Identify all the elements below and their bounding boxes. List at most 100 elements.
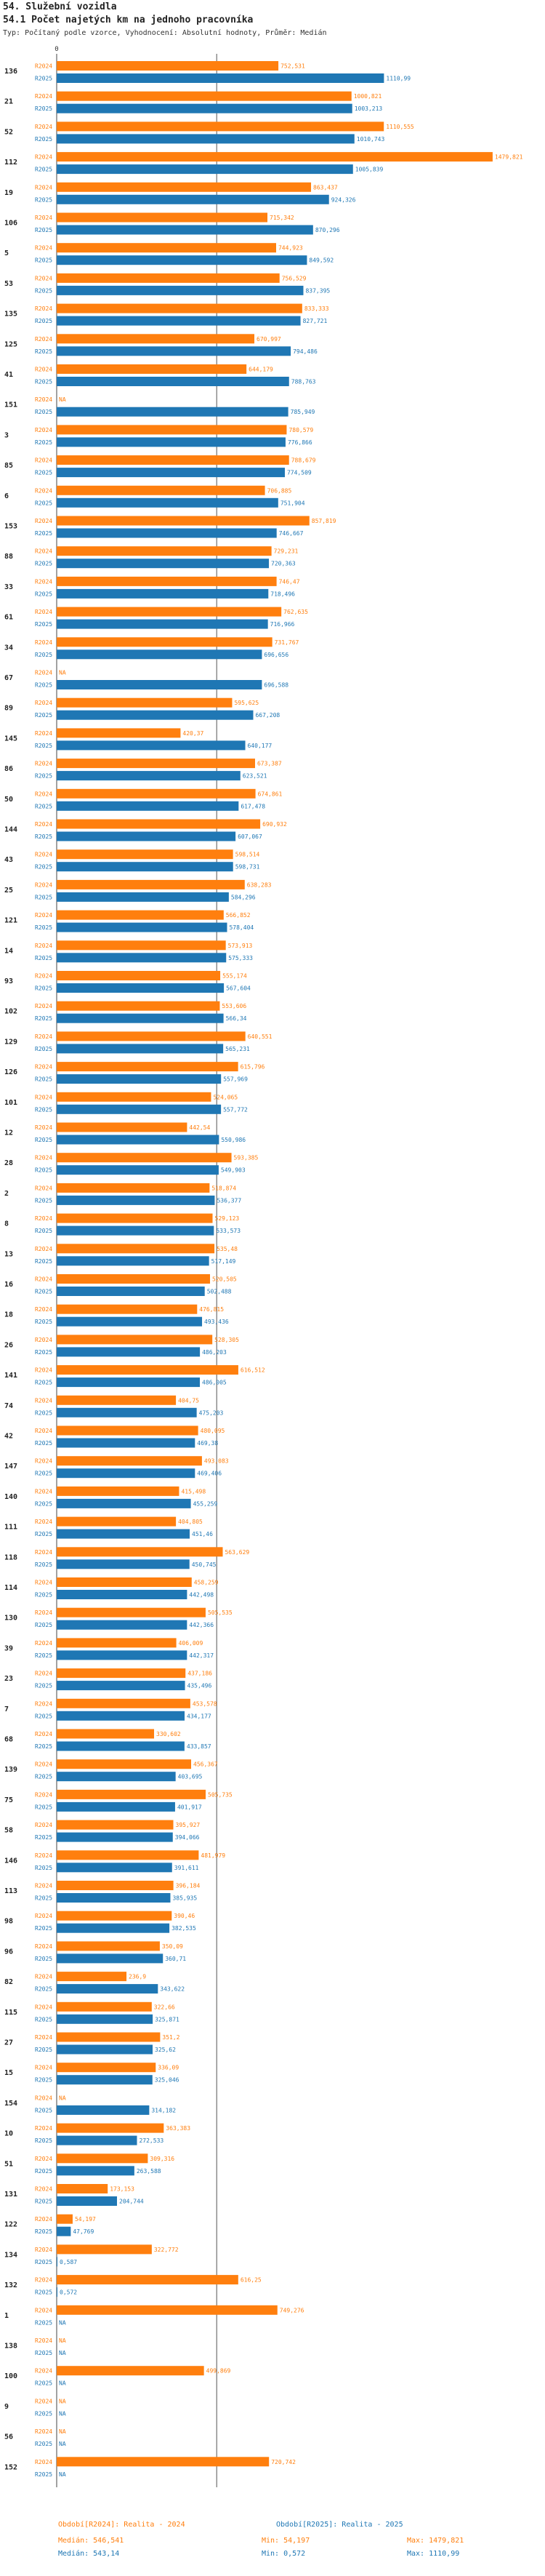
series-row-label: R2024 — [35, 852, 52, 858]
bar — [57, 1911, 172, 1921]
series-row-label: R2025 — [35, 1319, 52, 1325]
value-label: 593,385 — [234, 1155, 259, 1161]
value-label: 309,316 — [150, 2156, 174, 2162]
category-label: 9 — [4, 2403, 9, 2411]
series-row-label: R2024 — [35, 1397, 52, 1404]
category-label: 126 — [4, 1068, 17, 1076]
series-row-label: R2024 — [35, 1519, 52, 1525]
bar — [57, 1498, 191, 1508]
series-row-label: R2025 — [35, 1349, 52, 1356]
value-label: 557,772 — [223, 1106, 248, 1113]
series-row-label: R2024 — [35, 336, 52, 343]
value-label: 442,498 — [189, 1592, 214, 1599]
series-row-label: R2025 — [35, 439, 52, 446]
bar — [57, 1832, 173, 1842]
category-label: 21 — [4, 98, 13, 106]
series-row-label: R2024 — [35, 548, 52, 555]
series-row-label: R2025 — [35, 621, 52, 628]
bar — [57, 152, 493, 162]
bar — [57, 2014, 153, 2024]
value-label: 720,363 — [271, 561, 296, 567]
series-row-label: R2024 — [35, 2368, 52, 2375]
bar — [57, 2244, 152, 2255]
category-label: 43 — [4, 856, 13, 864]
value-label: 1110,555 — [386, 124, 414, 130]
value-label: 343,622 — [160, 1986, 185, 1993]
bar — [57, 759, 255, 769]
series-row-label: R2025 — [35, 1713, 52, 1719]
bar — [57, 801, 239, 811]
series-row-label: R2024 — [35, 215, 52, 221]
series-row-label: R2024 — [35, 1124, 52, 1131]
category-label: 85 — [4, 462, 13, 470]
value-label: 638,283 — [247, 881, 272, 888]
category-label: 5 — [4, 249, 9, 257]
series-row-label: R2024 — [35, 275, 52, 281]
value-label: 528,305 — [214, 1337, 239, 1343]
bar — [57, 437, 286, 447]
series-row-label: R2025 — [35, 105, 52, 112]
series-row-label: R2025 — [35, 1440, 52, 1447]
series-row-label: R2025 — [35, 1652, 52, 1659]
series-row-label: R2024 — [35, 1943, 52, 1950]
value-label: 481,979 — [201, 1852, 225, 1859]
value-label: 550,986 — [221, 1137, 246, 1143]
category-label: 136 — [4, 68, 17, 76]
bar — [57, 1274, 211, 1284]
bar — [57, 364, 247, 374]
value-label: 360,71 — [165, 1956, 186, 1962]
bar — [57, 1650, 187, 1660]
series-row-label: R2024 — [35, 1185, 52, 1191]
category-label: 139 — [4, 1766, 17, 1774]
report-header: 54. Služební vozidla 54.1 Počet najetých… — [0, 0, 545, 73]
bar — [57, 940, 226, 951]
series-row-label: R2025 — [35, 591, 52, 597]
bar — [57, 2075, 153, 2085]
series-row-label: R2024 — [35, 730, 52, 737]
value-label: 0,587 — [60, 2259, 77, 2265]
value-label: 720,742 — [271, 2459, 296, 2465]
value-label: 575,333 — [228, 955, 253, 961]
category-label: 129 — [4, 1038, 17, 1046]
series-row-label: R2024 — [35, 2186, 52, 2193]
category-label: 52 — [4, 128, 13, 136]
category-label: 115 — [4, 2009, 17, 2017]
category-label: 1 — [4, 2312, 9, 2320]
category-label: 68 — [4, 1736, 13, 1744]
category-label: 13 — [4, 1250, 13, 1258]
bar — [57, 73, 384, 83]
bar — [57, 61, 279, 71]
bar — [57, 1456, 202, 1466]
bar — [57, 1590, 187, 1599]
value-label: 451,46 — [192, 1531, 213, 1537]
value-label: 715,342 — [270, 215, 294, 221]
series-row-label: R2024 — [35, 1003, 52, 1009]
bar — [57, 1195, 215, 1205]
bar — [57, 1044, 224, 1054]
value-label: 616,512 — [241, 1367, 265, 1374]
bar — [57, 922, 227, 932]
value-label: 774,509 — [287, 470, 312, 476]
category-label: 23 — [4, 1675, 13, 1683]
bar — [57, 2275, 238, 2285]
bar — [57, 194, 329, 204]
bar — [57, 1863, 172, 1873]
series-row-label: R2025 — [35, 76, 52, 82]
bar — [57, 285, 304, 295]
value-label: 744,923 — [278, 245, 303, 252]
value-label: 325,62 — [155, 2047, 176, 2053]
category-label: 106 — [4, 220, 17, 228]
bar — [57, 546, 272, 556]
category-label: 74 — [4, 1402, 13, 1410]
value-label: 420,37 — [182, 730, 203, 737]
series-row-label: R2025 — [35, 409, 52, 415]
bar — [57, 559, 270, 569]
bar — [57, 1213, 213, 1223]
series-row-label: R2024 — [35, 2156, 52, 2162]
section-title: 54. Služební vozidla — [3, 1, 117, 12]
series-row-label: R2025 — [35, 2289, 52, 2296]
bar — [57, 1772, 176, 1782]
category-label: 50 — [4, 796, 13, 804]
bar — [57, 1984, 158, 1994]
